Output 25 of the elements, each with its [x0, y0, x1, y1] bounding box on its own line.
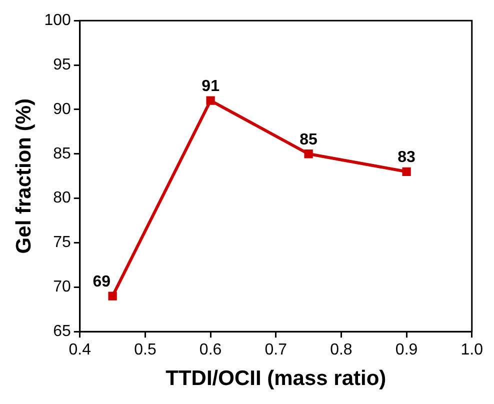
y-tick-label: 100	[44, 12, 71, 30]
x-axis-title: TTDI/OCII (mass ratio)	[166, 367, 386, 390]
y-tick-label: 90	[53, 100, 71, 118]
y-tick-label: 80	[53, 190, 71, 207]
x-tick-label: 1.0	[460, 342, 484, 359]
data-label: 91	[202, 78, 220, 95]
x-tick-label: 0.9	[395, 342, 418, 359]
x-tick-label: 0.7	[264, 342, 288, 359]
point	[402, 167, 411, 176]
point	[304, 150, 313, 158]
x-tick-label: 0.6	[199, 342, 222, 359]
y-axis-title: Gel fraction (%)	[12, 98, 36, 254]
y-tick-label: 95	[53, 56, 71, 74]
y-tick-label: 75	[53, 234, 71, 252]
point	[206, 96, 215, 105]
x-tick-label: 0.5	[134, 342, 156, 359]
data-label: 69	[92, 273, 111, 290]
point	[108, 292, 117, 300]
data-label: 85	[300, 131, 318, 148]
y-tick-label: 85	[53, 145, 71, 162]
y-tick-label: 65	[53, 323, 71, 340]
data-label: 83	[398, 149, 416, 166]
y-tick-label: 70	[53, 278, 71, 296]
x-tick-label: 0.8	[330, 342, 352, 359]
x-tick-label: 0.4	[68, 342, 92, 359]
